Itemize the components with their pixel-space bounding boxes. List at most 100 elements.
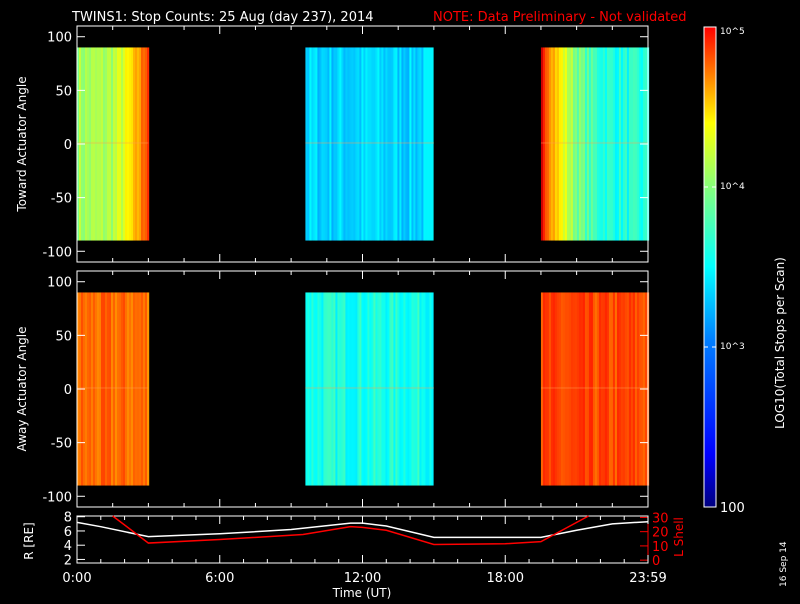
heatmap-column — [379, 292, 382, 486]
heatmap-column — [594, 47, 598, 241]
heatmap-column — [630, 292, 634, 486]
heatmap-column — [417, 292, 420, 486]
heatmap-column — [560, 47, 564, 241]
heatmap-column — [596, 292, 600, 486]
heatmap-column — [391, 292, 394, 486]
heatmap-column — [357, 47, 360, 241]
ytick-label: -100 — [42, 245, 72, 260]
heatmap-column — [616, 47, 620, 241]
heatmap-column — [558, 47, 562, 241]
away-heatmap — [77, 292, 650, 486]
heatmap-column — [413, 47, 416, 241]
ytick-label: -50 — [51, 437, 72, 452]
xtick-label: 23:59 — [629, 571, 666, 586]
heatmap-column — [103, 47, 106, 241]
orbit-ylabel: R [RE] — [22, 522, 36, 559]
heatmap-column — [315, 47, 318, 241]
heatmap-column — [618, 292, 622, 486]
heatmap-column — [566, 292, 570, 486]
ytick-label: -100 — [42, 490, 72, 505]
heatmap-column — [321, 292, 324, 486]
heatmap-column — [99, 292, 102, 486]
heatmap-column — [618, 47, 622, 241]
heatmap-column — [381, 292, 384, 486]
lshell-ylabel: L Shell — [672, 517, 686, 557]
plot-title: TWINS1: Stop Counts: 25 Aug (day 237), 2… — [71, 10, 374, 25]
heatmap-column — [546, 47, 550, 241]
heatmap-column — [305, 47, 308, 241]
heatmap-column — [427, 292, 430, 486]
heatmap-column — [131, 292, 134, 486]
heatmap-column — [371, 47, 374, 241]
heatmap-column — [337, 47, 340, 241]
heatmap-column — [139, 292, 142, 486]
heatmap-column — [624, 292, 628, 486]
heatmap-column — [634, 47, 638, 241]
heatmap-column — [111, 292, 114, 486]
toward-heatmap — [77, 47, 650, 241]
lshell-line — [112, 515, 589, 546]
heatmap-column — [542, 47, 546, 241]
heatmap-column — [373, 47, 376, 241]
heatmap-column — [343, 292, 346, 486]
heatmap-column — [325, 292, 328, 486]
heatmap-column — [540, 47, 544, 241]
heatmap-column — [121, 292, 124, 486]
heatmap-column — [391, 47, 394, 241]
heatmap-column — [624, 47, 628, 241]
heatmap-column — [550, 292, 554, 486]
heatmap-column — [309, 292, 312, 486]
heatmap-column — [377, 292, 380, 486]
heatmap-column — [389, 292, 392, 486]
heatmap-column — [562, 47, 566, 241]
heatmap-column — [313, 47, 316, 241]
heatmap-column — [317, 292, 320, 486]
xtick-label: 18:00 — [487, 571, 524, 586]
heatmap-column — [612, 47, 616, 241]
heatmap-column — [419, 47, 422, 241]
heatmap-column — [359, 47, 362, 241]
heatmap-column — [592, 47, 596, 241]
heatmap-column — [544, 292, 548, 486]
heatmap-column — [566, 47, 570, 241]
heatmap-column — [421, 292, 424, 486]
heatmap-column — [540, 292, 544, 486]
y2tick-label: 0 — [652, 554, 660, 569]
heatmap-column — [105, 292, 108, 486]
heatmap-column — [89, 292, 92, 486]
heatmap-column — [133, 47, 136, 241]
heatmap-column — [115, 292, 118, 486]
colorbar-tick-label: 100 — [720, 501, 745, 516]
heatmap-column — [608, 292, 612, 486]
heatmap-column — [552, 47, 556, 241]
heatmap-column — [341, 47, 344, 241]
colorbar-ticks: 10^5 10^4 10^3 100 — [704, 26, 745, 516]
heatmap-column — [335, 292, 338, 486]
heatmap-column — [407, 292, 410, 486]
heatmap-column — [307, 47, 310, 241]
heatmap-column — [584, 292, 588, 486]
heatmap-column — [636, 47, 640, 241]
heatmap-column — [393, 47, 396, 241]
heatmap-column — [403, 292, 406, 486]
heatmap-column — [335, 47, 338, 241]
ytick-label: 4 — [64, 539, 72, 554]
heatmap-column — [576, 292, 580, 486]
heatmap-column — [556, 292, 560, 486]
heatmap-column — [413, 292, 416, 486]
heatmap-column — [137, 47, 140, 241]
heatmap-column — [311, 47, 314, 241]
heatmap-column — [87, 292, 90, 486]
zero-angle-line — [305, 141, 434, 144]
heatmap-column — [147, 47, 150, 241]
heatmap-column — [97, 292, 100, 486]
heatmap-column — [600, 292, 604, 486]
heatmap-column — [405, 292, 408, 486]
heatmap-column — [363, 292, 366, 486]
heatmap-column — [323, 292, 326, 486]
colorbar-label: LOG10(Total Stops per Scan) — [773, 257, 787, 429]
heatmap-column — [409, 292, 412, 486]
heatmap-column — [347, 47, 350, 241]
heatmap-column — [411, 47, 414, 241]
